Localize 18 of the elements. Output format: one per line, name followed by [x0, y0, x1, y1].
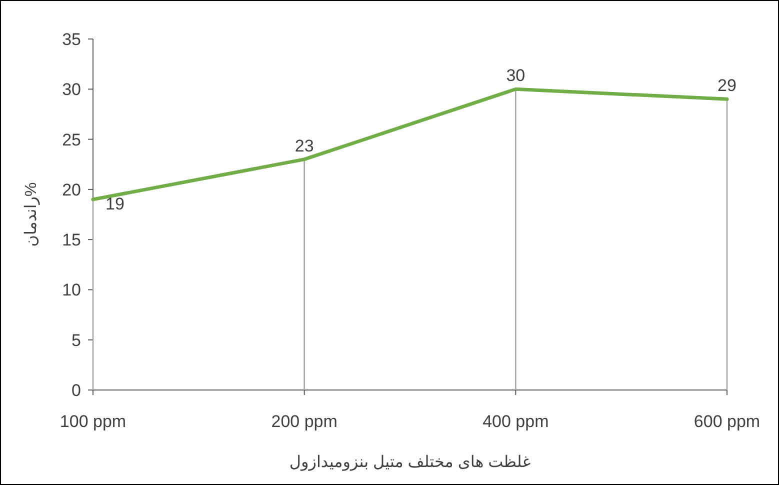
y-tick-label: 25 [62, 130, 81, 150]
data-label: 23 [294, 136, 314, 156]
y-axis-title: راندمان% [23, 182, 40, 247]
y-tick-label: 15 [62, 230, 81, 250]
x-tick-label: 600 ppm [694, 412, 760, 431]
y-tick-label: 20 [62, 180, 81, 200]
x-tick-label: 100 ppm [60, 412, 126, 431]
data-label: 19 [106, 194, 124, 214]
x-tick-label: 200 ppm [271, 412, 338, 431]
data-label: 29 [718, 76, 736, 96]
y-tick-label: 30 [62, 80, 81, 100]
y-tick-label: 0 [72, 381, 81, 400]
data-label: 30 [506, 66, 526, 86]
x-axis-title: غلظت های مختلف متیل بنزومیدازول [289, 454, 531, 471]
y-tick-label: 5 [72, 330, 81, 350]
y-tick-label: 35 [62, 30, 81, 49]
y-tick-label: 10 [62, 280, 81, 300]
x-tick-label: 400 ppm [482, 412, 549, 431]
